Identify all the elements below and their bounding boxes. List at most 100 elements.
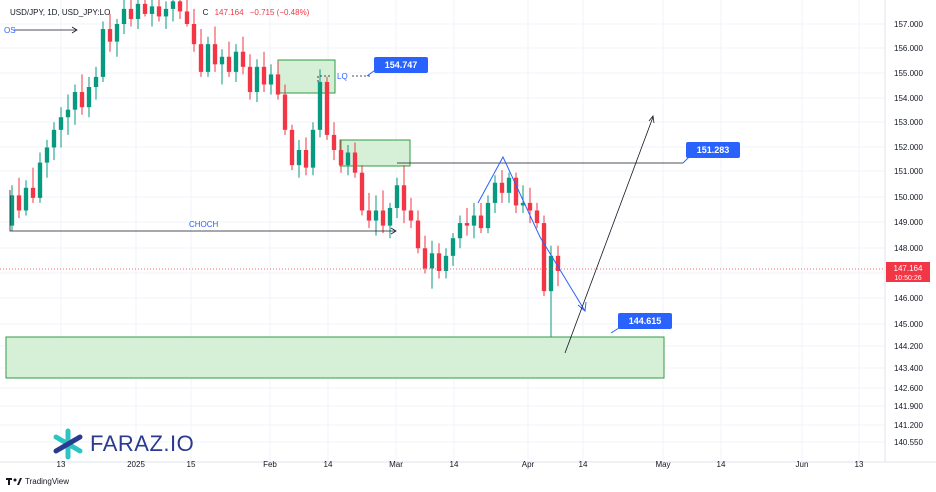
symbol-info: USD/JPY, 1D, USD_JPY:LO C 147.164 −0.715… [10, 8, 309, 17]
price-tick: 149.000 [894, 218, 923, 227]
candle-body [303, 150, 309, 168]
zigzag-arrow-head [577, 301, 587, 312]
candle-body [310, 129, 316, 168]
price-tick: 148.000 [894, 244, 923, 253]
price-tick: 153.000 [894, 118, 923, 127]
candle-body [450, 238, 456, 256]
candle-body [436, 253, 442, 271]
candle-body [457, 223, 463, 239]
current-price-value: 147.164 [894, 264, 923, 273]
candle-body [296, 150, 302, 166]
candle-body [86, 87, 92, 108]
price-tick: 156.000 [894, 44, 923, 53]
candle-body [226, 56, 232, 72]
price-tick: 157.000 [894, 20, 923, 29]
candle-body [163, 8, 169, 17]
time-tick: 14 [717, 460, 726, 469]
price-tick: 154.000 [894, 94, 923, 103]
price-tick: 141.200 [894, 421, 923, 430]
candle-body [499, 182, 505, 193]
price-tick: 144.200 [894, 342, 923, 351]
candle-body [359, 172, 365, 211]
candle-body [485, 202, 491, 229]
tradingview-icon [6, 478, 22, 485]
choch-line [9, 190, 395, 232]
candle-body [317, 81, 323, 130]
tradingview-brand[interactable]: TradingView [6, 477, 69, 486]
candle-body [548, 255, 554, 292]
price-tick: 155.000 [894, 69, 923, 78]
lq-label: LQ [337, 72, 348, 81]
candle-body [408, 210, 414, 221]
time-tick: 14 [579, 460, 588, 469]
candle-body [149, 6, 155, 14]
price-tick: 151.000 [894, 167, 923, 176]
bos-label: OS [4, 26, 16, 35]
time-tick: Feb [263, 460, 277, 469]
price-tick: 145.000 [894, 320, 923, 329]
candle-body [23, 187, 29, 211]
time-tick: Apr [522, 460, 535, 469]
candle-body [534, 210, 540, 224]
price-tick: 140.550 [894, 438, 923, 447]
candle-body [282, 94, 288, 130]
candle-body [464, 223, 470, 226]
current-price-tag: 147.164 10:50:26 [886, 262, 930, 282]
candle-body [429, 253, 435, 269]
candle-body [261, 66, 267, 85]
callout-154: 154.747 [366, 57, 428, 77]
candle-body [65, 109, 71, 118]
candle-body [366, 210, 372, 221]
projection-arrow-head [648, 115, 655, 124]
time-axis[interactable]: 13 2025 15 Feb 14 Mar 14 Apr 14 May 14 Jun 13 [57, 460, 864, 469]
candle-body [394, 185, 400, 208]
candle-body [79, 92, 85, 108]
candle-body [555, 255, 561, 271]
callout-151: 151.283 [682, 142, 740, 164]
candle-body [121, 8, 127, 24]
callout-154-text: 154.747 [385, 60, 418, 70]
candle-body [240, 51, 246, 67]
candle-body [170, 1, 176, 9]
projection-zigzag [477, 155, 586, 312]
time-tick: 13 [57, 460, 66, 469]
symbol-title[interactable]: USD/JPY, 1D, USD_JPY:LO [10, 8, 111, 17]
time-tick: 13 [855, 460, 864, 469]
candle-body [401, 185, 407, 211]
candle-body [198, 44, 204, 72]
candle-body [247, 66, 253, 93]
candle-body [9, 195, 15, 226]
close-value: 147.164 [214, 8, 244, 17]
candle-body [30, 187, 36, 198]
demand-zone [5, 336, 665, 379]
price-tick: 142.600 [894, 384, 923, 393]
candle-body [527, 202, 533, 211]
candle-body [51, 129, 57, 148]
platform-name: TradingView [25, 477, 70, 486]
choch-label: CHOCH [189, 220, 219, 229]
candle-body [373, 210, 379, 221]
callout-144: 144.615 [610, 313, 672, 334]
candle-body [184, 11, 190, 24]
candle-body [212, 44, 218, 65]
price-tick: 150.000 [894, 193, 923, 202]
candle-body [107, 29, 113, 42]
candle-body [233, 51, 239, 72]
brand-name: FARAZ.IO [90, 431, 195, 456]
candle-body [93, 76, 99, 87]
candle-body [380, 210, 386, 226]
callout-144-text: 144.615 [629, 316, 662, 326]
candle-body [289, 129, 295, 166]
time-tick: 2025 [127, 460, 145, 469]
candle-body [205, 44, 211, 72]
brand-logo: FARAZ.IO [52, 428, 194, 460]
close-label: C [202, 8, 209, 17]
price-axis[interactable]: 157.000 156.000 155.000 154.000 153.000 152.0… [894, 20, 923, 447]
candle-body [156, 6, 162, 17]
candle-body [324, 81, 330, 135]
candle-body [387, 207, 393, 226]
candle-body [506, 177, 512, 193]
candle-body [520, 202, 526, 206]
candle-body [254, 66, 260, 93]
